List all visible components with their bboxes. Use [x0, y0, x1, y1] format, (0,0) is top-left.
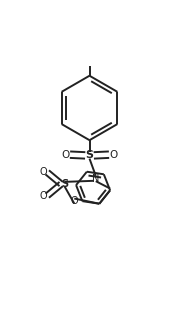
Text: O: O — [39, 167, 47, 177]
Text: O: O — [61, 150, 69, 160]
Text: O: O — [71, 196, 78, 206]
Text: O: O — [110, 150, 118, 160]
Text: S: S — [86, 150, 93, 160]
Text: O: O — [39, 191, 47, 201]
Text: S: S — [61, 179, 68, 189]
Text: N: N — [92, 174, 100, 184]
